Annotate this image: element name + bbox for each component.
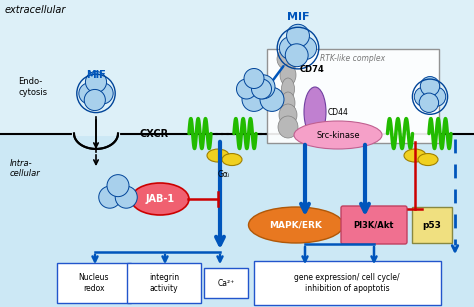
Circle shape <box>414 87 434 107</box>
FancyBboxPatch shape <box>204 268 248 298</box>
FancyBboxPatch shape <box>267 49 439 143</box>
Text: CD44: CD44 <box>328 107 349 116</box>
Circle shape <box>79 83 100 104</box>
Circle shape <box>92 83 113 104</box>
Text: Endo-
cytosis: Endo- cytosis <box>18 77 47 97</box>
FancyBboxPatch shape <box>57 263 131 303</box>
Text: Src-kinase: Src-kinase <box>316 130 360 139</box>
Circle shape <box>427 87 446 107</box>
Circle shape <box>107 175 129 197</box>
Text: CXCR: CXCR <box>140 129 169 138</box>
Ellipse shape <box>279 104 297 126</box>
Text: Gαᵢ: Gαᵢ <box>218 169 230 179</box>
Ellipse shape <box>207 149 229 162</box>
Ellipse shape <box>304 87 326 137</box>
Circle shape <box>287 24 310 47</box>
Text: integrin
activity: integrin activity <box>149 273 179 293</box>
Text: RTK-like complex: RTK-like complex <box>320 54 385 63</box>
Circle shape <box>419 93 438 112</box>
Circle shape <box>294 37 317 60</box>
FancyBboxPatch shape <box>341 206 407 244</box>
FancyBboxPatch shape <box>254 261 441 305</box>
Ellipse shape <box>404 149 426 162</box>
Text: p53: p53 <box>422 220 441 230</box>
Circle shape <box>84 89 105 111</box>
Ellipse shape <box>294 121 382 149</box>
Text: MAPK/ERK: MAPK/ERK <box>270 220 322 230</box>
Text: gene expression/ cell cycle/
inhibition of apoptotis: gene expression/ cell cycle/ inhibition … <box>294 273 400 293</box>
Circle shape <box>252 79 272 99</box>
Bar <box>0 0 474 134</box>
Text: PI3K/Akt: PI3K/Akt <box>354 220 394 230</box>
Circle shape <box>242 87 266 111</box>
Text: JAB-1: JAB-1 <box>146 194 174 204</box>
Circle shape <box>115 186 137 208</box>
Ellipse shape <box>281 92 295 114</box>
Circle shape <box>285 44 308 67</box>
Text: extracellular: extracellular <box>5 5 66 15</box>
Circle shape <box>279 37 302 60</box>
Circle shape <box>251 75 275 99</box>
Circle shape <box>244 68 264 88</box>
Bar <box>0 134 474 307</box>
Ellipse shape <box>282 78 294 100</box>
Ellipse shape <box>131 183 189 215</box>
Ellipse shape <box>280 64 296 86</box>
Ellipse shape <box>277 48 299 70</box>
Circle shape <box>99 186 121 208</box>
Circle shape <box>420 76 440 96</box>
Ellipse shape <box>222 154 242 165</box>
Circle shape <box>85 72 107 92</box>
Circle shape <box>260 87 284 111</box>
Text: Nucleus
redox: Nucleus redox <box>79 273 109 293</box>
Text: MIF: MIF <box>86 70 106 80</box>
Text: MIF: MIF <box>287 12 309 22</box>
FancyBboxPatch shape <box>412 207 452 243</box>
Ellipse shape <box>418 154 438 165</box>
FancyBboxPatch shape <box>127 263 201 303</box>
Text: CD74: CD74 <box>300 64 325 73</box>
Ellipse shape <box>278 116 298 138</box>
Text: Ca²⁺: Ca²⁺ <box>218 278 235 287</box>
Ellipse shape <box>248 207 344 243</box>
Circle shape <box>237 79 256 99</box>
Text: Intra-
cellular: Intra- cellular <box>10 159 41 178</box>
